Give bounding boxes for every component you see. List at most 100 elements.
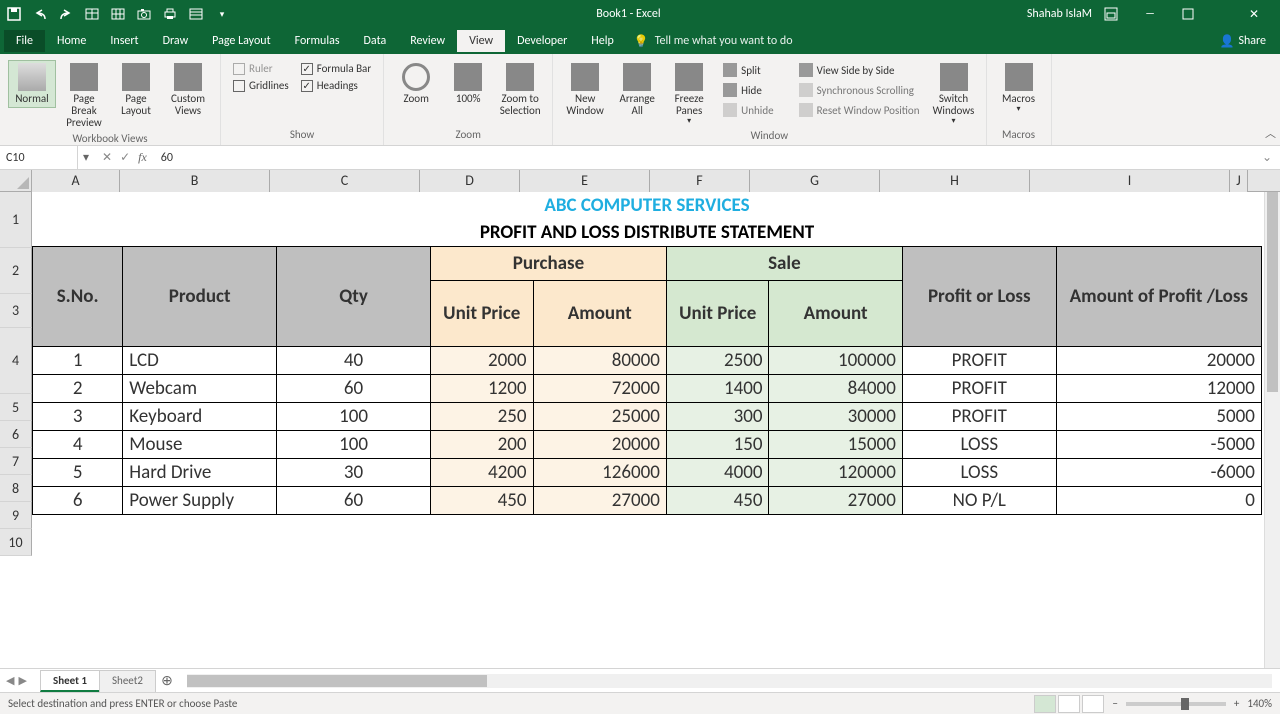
zoom-slider[interactable] bbox=[1126, 702, 1226, 706]
freeze-panes-button[interactable]: Freeze Panes▾ bbox=[665, 60, 713, 129]
close-button[interactable]: ✕ bbox=[1234, 7, 1274, 22]
zoom-level[interactable]: 140% bbox=[1247, 697, 1272, 710]
cell[interactable]: Unit Price bbox=[430, 281, 533, 347]
hide-button[interactable]: Hide bbox=[721, 82, 775, 98]
cell[interactable]: PROFIT bbox=[902, 347, 1056, 375]
maximize-button[interactable] bbox=[1182, 8, 1222, 20]
cell[interactable]: 1200 bbox=[430, 375, 533, 403]
zoom-selection-button[interactable]: Zoom to Selection bbox=[496, 60, 544, 120]
cell[interactable]: 40 bbox=[277, 347, 431, 375]
row-header[interactable]: 1 bbox=[0, 192, 32, 248]
cell[interactable]: 2500 bbox=[666, 347, 769, 375]
column-header[interactable]: C bbox=[270, 170, 420, 192]
tell-me-search[interactable]: 💡 Tell me what you want to do bbox=[634, 34, 793, 49]
column-header[interactable]: G bbox=[750, 170, 880, 192]
ribbon-options-icon[interactable] bbox=[1104, 7, 1118, 21]
view-side-by-side-button[interactable]: View Side by Side bbox=[797, 62, 922, 78]
sheet-nav-next-icon[interactable]: ▶ bbox=[18, 674, 26, 687]
tab-formulas[interactable]: Formulas bbox=[283, 30, 352, 52]
cell[interactable]: 27000 bbox=[769, 487, 902, 515]
cell[interactable]: 20000 bbox=[533, 431, 666, 459]
cell[interactable]: S.No. bbox=[33, 247, 123, 347]
cell[interactable]: LOSS bbox=[902, 459, 1056, 487]
cell[interactable]: Hard Drive bbox=[123, 459, 277, 487]
row-header[interactable]: 7 bbox=[0, 448, 32, 475]
cell[interactable]: 30 bbox=[277, 459, 431, 487]
page-break-view-icon[interactable] bbox=[1082, 695, 1104, 713]
statement-title[interactable]: PROFIT AND LOSS DISTRIBUTE STATEMENT bbox=[33, 219, 1262, 247]
cell[interactable]: 450 bbox=[666, 487, 769, 515]
column-header[interactable]: E bbox=[520, 170, 650, 192]
normal-view-icon[interactable] bbox=[1034, 695, 1056, 713]
cell[interactable]: 80000 bbox=[533, 347, 666, 375]
fx-icon[interactable]: fx bbox=[138, 150, 147, 165]
cell[interactable]: 0 bbox=[1056, 487, 1261, 515]
cell[interactable]: 450 bbox=[430, 487, 533, 515]
horizontal-scrollbar[interactable] bbox=[187, 674, 1272, 688]
cell[interactable]: 27000 bbox=[533, 487, 666, 515]
tab-insert[interactable]: Insert bbox=[98, 30, 150, 52]
cell[interactable]: 72000 bbox=[533, 375, 666, 403]
cell[interactable]: 20000 bbox=[1056, 347, 1261, 375]
cell[interactable]: -6000 bbox=[1056, 459, 1261, 487]
page-layout-button[interactable]: Page Layout bbox=[112, 60, 160, 120]
zoom-100-button[interactable]: 100% bbox=[444, 60, 492, 108]
row-header[interactable]: 9 bbox=[0, 502, 32, 529]
cell[interactable]: 250 bbox=[430, 403, 533, 431]
camera-icon[interactable] bbox=[136, 6, 152, 22]
formula-input[interactable]: 60 bbox=[155, 151, 1254, 165]
cell[interactable]: NO P/L bbox=[902, 487, 1056, 515]
row-header[interactable]: 4 bbox=[0, 328, 32, 394]
page-break-preview-button[interactable]: Page Break Preview bbox=[60, 60, 108, 132]
sheet-nav-prev-icon[interactable]: ◀ bbox=[6, 674, 14, 687]
cancel-formula-icon[interactable]: ✕ bbox=[102, 150, 112, 165]
cell[interactable]: 100000 bbox=[769, 347, 902, 375]
cell[interactable]: 2000 bbox=[430, 347, 533, 375]
cell[interactable]: 4000 bbox=[666, 459, 769, 487]
name-box[interactable]: C10 bbox=[0, 146, 78, 169]
custom-views-button[interactable]: Custom Views bbox=[164, 60, 212, 120]
minimize-button[interactable]: ― bbox=[1130, 7, 1170, 21]
cell[interactable]: Amount of Profit /Loss bbox=[1056, 247, 1261, 347]
cell[interactable]: 12000 bbox=[1056, 375, 1261, 403]
tab-page-layout[interactable]: Page Layout bbox=[200, 30, 282, 52]
cell[interactable]: Purchase bbox=[430, 247, 666, 281]
row-header[interactable]: 2 bbox=[0, 248, 32, 294]
tab-file[interactable]: File bbox=[4, 30, 45, 52]
tab-developer[interactable]: Developer bbox=[505, 30, 579, 52]
normal-view-button[interactable]: Normal bbox=[8, 60, 56, 108]
sheet-tab[interactable]: Sheet2 bbox=[99, 670, 156, 692]
cell[interactable]: 5 bbox=[33, 459, 123, 487]
column-header[interactable]: A bbox=[32, 170, 120, 192]
column-header[interactable]: F bbox=[650, 170, 750, 192]
cell[interactable]: Keyboard bbox=[123, 403, 277, 431]
enter-formula-icon[interactable]: ✓ bbox=[120, 150, 130, 165]
row-header[interactable]: 6 bbox=[0, 421, 32, 448]
zoom-button[interactable]: Zoom bbox=[392, 60, 440, 108]
cell[interactable]: Amount bbox=[533, 281, 666, 347]
table-icon[interactable] bbox=[84, 6, 100, 22]
headings-checkbox[interactable]: ✓ bbox=[301, 80, 313, 92]
cell[interactable]: Sale bbox=[666, 247, 902, 281]
cell[interactable]: 1 bbox=[33, 347, 123, 375]
cell[interactable]: 150 bbox=[666, 431, 769, 459]
cell[interactable]: 25000 bbox=[533, 403, 666, 431]
undo-icon[interactable] bbox=[32, 6, 48, 22]
cell[interactable]: 60 bbox=[277, 487, 431, 515]
switch-windows-button[interactable]: Switch Windows▾ bbox=[930, 60, 978, 129]
column-header[interactable]: D bbox=[420, 170, 520, 192]
cell[interactable]: 200 bbox=[430, 431, 533, 459]
arrange-all-button[interactable]: Arrange All bbox=[613, 60, 661, 120]
cell[interactable]: Webcam bbox=[123, 375, 277, 403]
cell[interactable]: Qty bbox=[277, 247, 431, 347]
expand-formula-bar-icon[interactable]: ⌄ bbox=[1254, 150, 1280, 165]
cell[interactable]: Profit or Loss bbox=[902, 247, 1056, 347]
company-title[interactable]: ABC COMPUTER SERVICES bbox=[33, 192, 1262, 219]
share-button[interactable]: 👤 Share bbox=[1219, 34, 1266, 49]
cell[interactable]: Power Supply bbox=[123, 487, 277, 515]
add-sheet-button[interactable]: ⊕ bbox=[155, 672, 179, 689]
select-all-button[interactable] bbox=[0, 170, 32, 192]
column-header[interactable]: B bbox=[120, 170, 270, 192]
tab-help[interactable]: Help bbox=[579, 30, 626, 52]
cell[interactable]: 126000 bbox=[533, 459, 666, 487]
